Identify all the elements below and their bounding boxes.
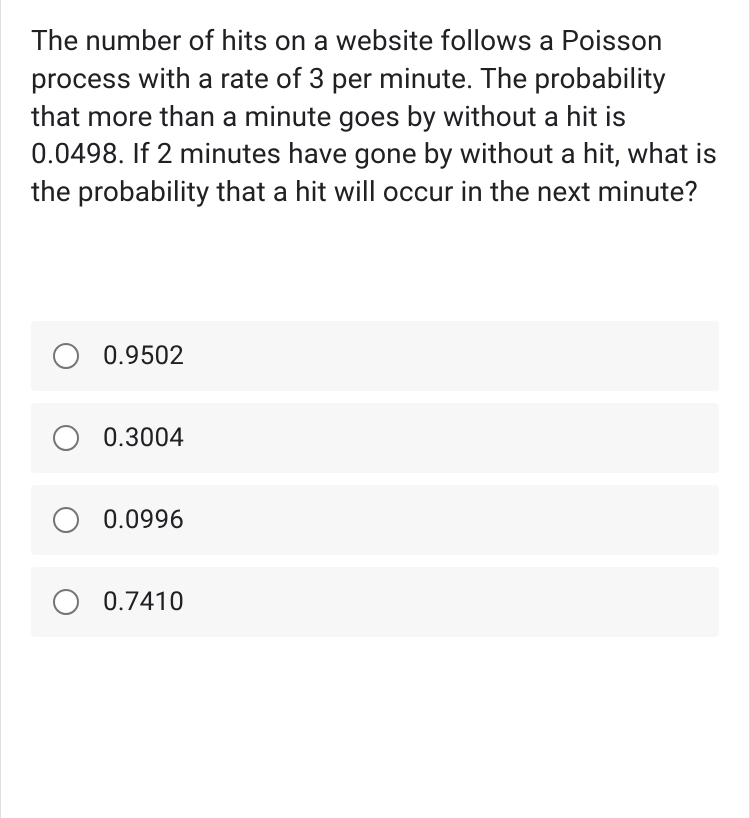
radio-icon (53, 507, 79, 533)
option-3[interactable]: 0.7410 (31, 567, 719, 637)
option-1[interactable]: 0.3004 (31, 403, 719, 473)
option-label: 0.0996 (103, 505, 184, 535)
question-text: The number of hits on a website follows … (31, 22, 719, 211)
radio-icon (53, 425, 79, 451)
radio-icon (53, 343, 79, 369)
option-label: 0.9502 (103, 341, 184, 371)
option-2[interactable]: 0.0996 (31, 485, 719, 555)
option-0[interactable]: 0.9502 (31, 321, 719, 391)
option-label: 0.7410 (103, 587, 184, 617)
radio-icon (53, 589, 79, 615)
options-group: 0.9502 0.3004 0.0996 0.7410 (31, 321, 719, 637)
option-label: 0.3004 (103, 423, 184, 453)
question-card: The number of hits on a website follows … (0, 0, 750, 818)
